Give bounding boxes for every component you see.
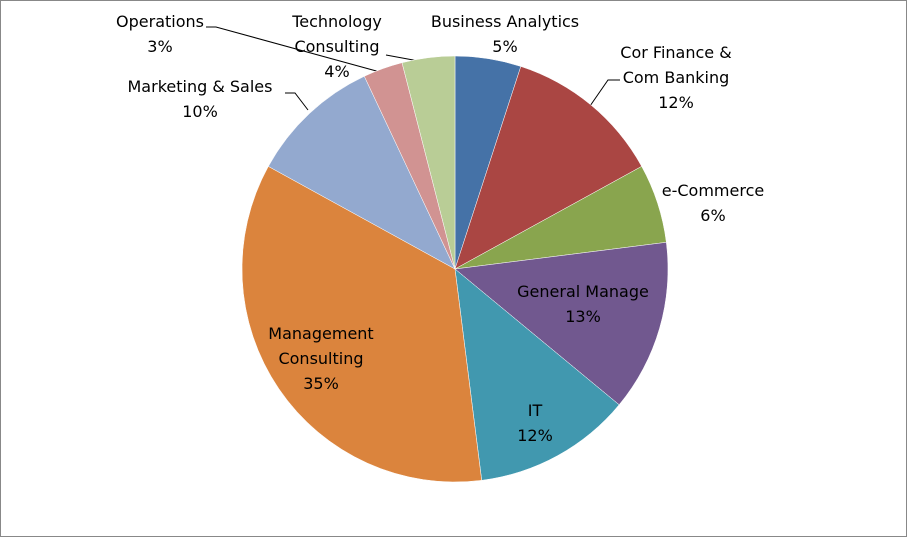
slice-label: Business Analytics (431, 12, 579, 31)
pie-slice (268, 75, 456, 270)
leader-line (206, 26, 381, 73)
slice-label: General Manage (517, 282, 649, 301)
pie-slice (401, 55, 456, 270)
value-label: 13% (565, 307, 601, 326)
leader-line (589, 79, 620, 107)
slice-label: Operations (116, 12, 204, 31)
pie-slice (241, 166, 482, 483)
leader-line (285, 92, 309, 111)
pie-slice (454, 66, 642, 270)
slice-label: Cor Finance & Com Banking (620, 43, 731, 87)
value-label: 5% (492, 37, 517, 56)
value-label: 10% (182, 102, 218, 121)
slice-label: IT (528, 401, 543, 420)
value-label: 6% (700, 206, 725, 225)
slice-label: Marketing & Sales (128, 77, 273, 96)
value-label: 12% (658, 93, 694, 112)
value-label: 3% (147, 37, 172, 56)
pie-slice (454, 242, 669, 406)
slice-label: Technology Consulting (291, 12, 382, 56)
slice-label: Management Consulting (268, 324, 373, 368)
value-label: 35% (303, 374, 339, 393)
slice-label: e-Commerce (662, 181, 764, 200)
pie-slice (454, 268, 620, 481)
value-label: 4% (324, 62, 349, 81)
value-label: 12% (517, 426, 553, 445)
